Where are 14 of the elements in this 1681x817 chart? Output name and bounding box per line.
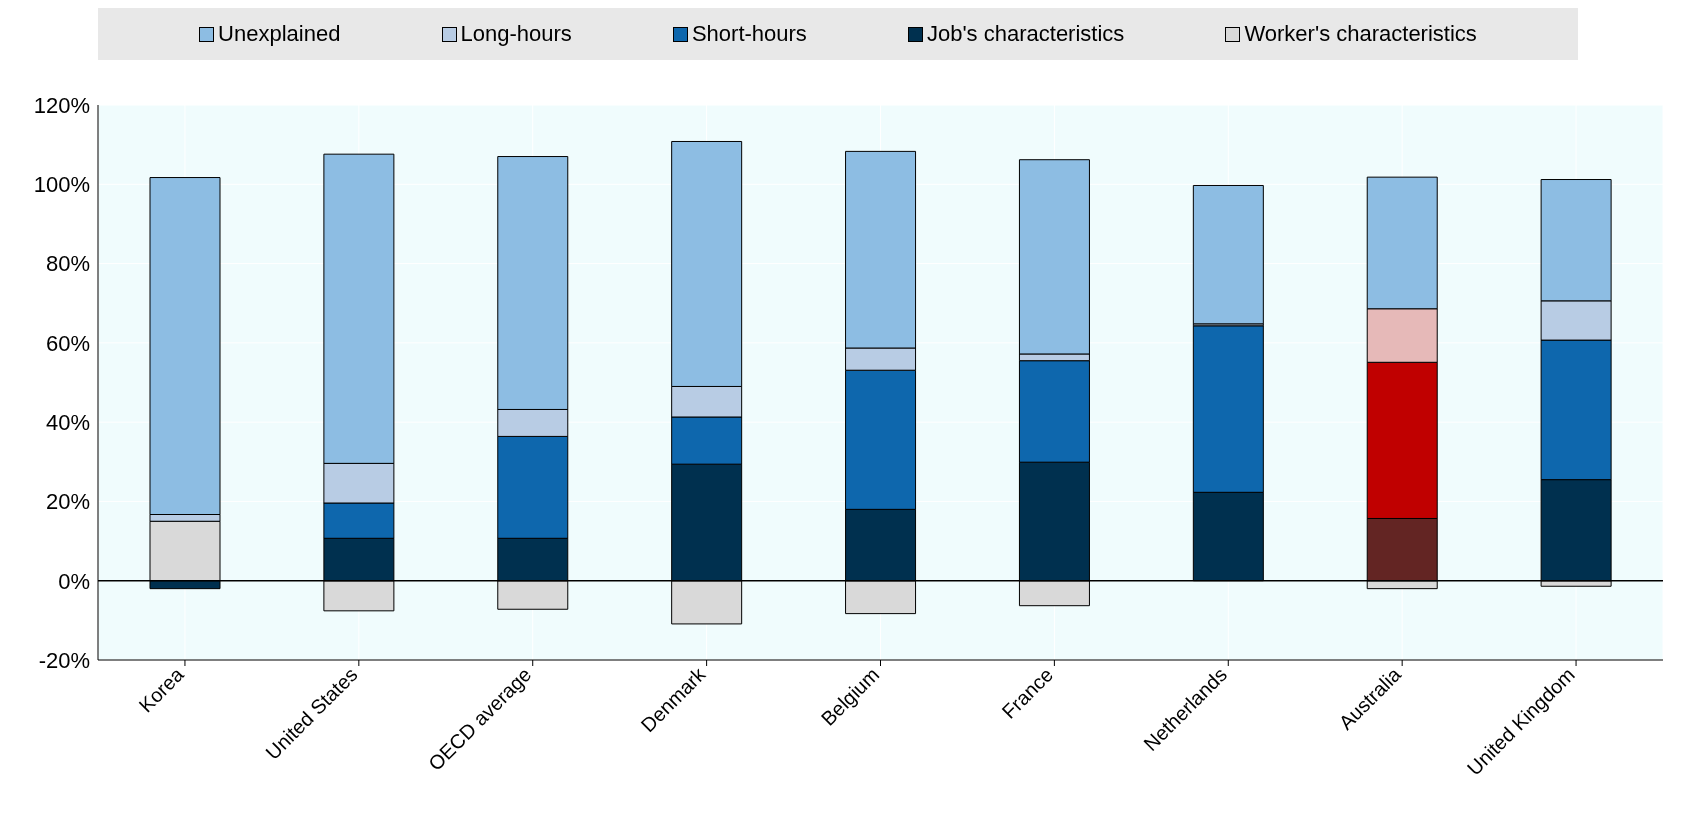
y-tick-label: 40% [45,409,90,435]
y-tick-label: -20% [38,647,90,673]
legend-label: Worker's characteristics [1244,21,1477,47]
y-tick-label: 0% [58,568,90,594]
legend-label: Job's characteristics [926,21,1125,47]
y-tick-label: 120% [33,92,90,118]
bar [1192,184,1264,325]
y-tick-label: 80% [45,251,90,277]
legend-label: Unexplained [218,21,341,47]
y-tick-label: 100% [33,172,90,198]
y-tick-label: 60% [45,330,90,356]
y-tick-label: 20% [45,489,90,515]
legend-label: Short-hours [691,21,807,47]
legend-label: Long-hours [460,21,572,47]
